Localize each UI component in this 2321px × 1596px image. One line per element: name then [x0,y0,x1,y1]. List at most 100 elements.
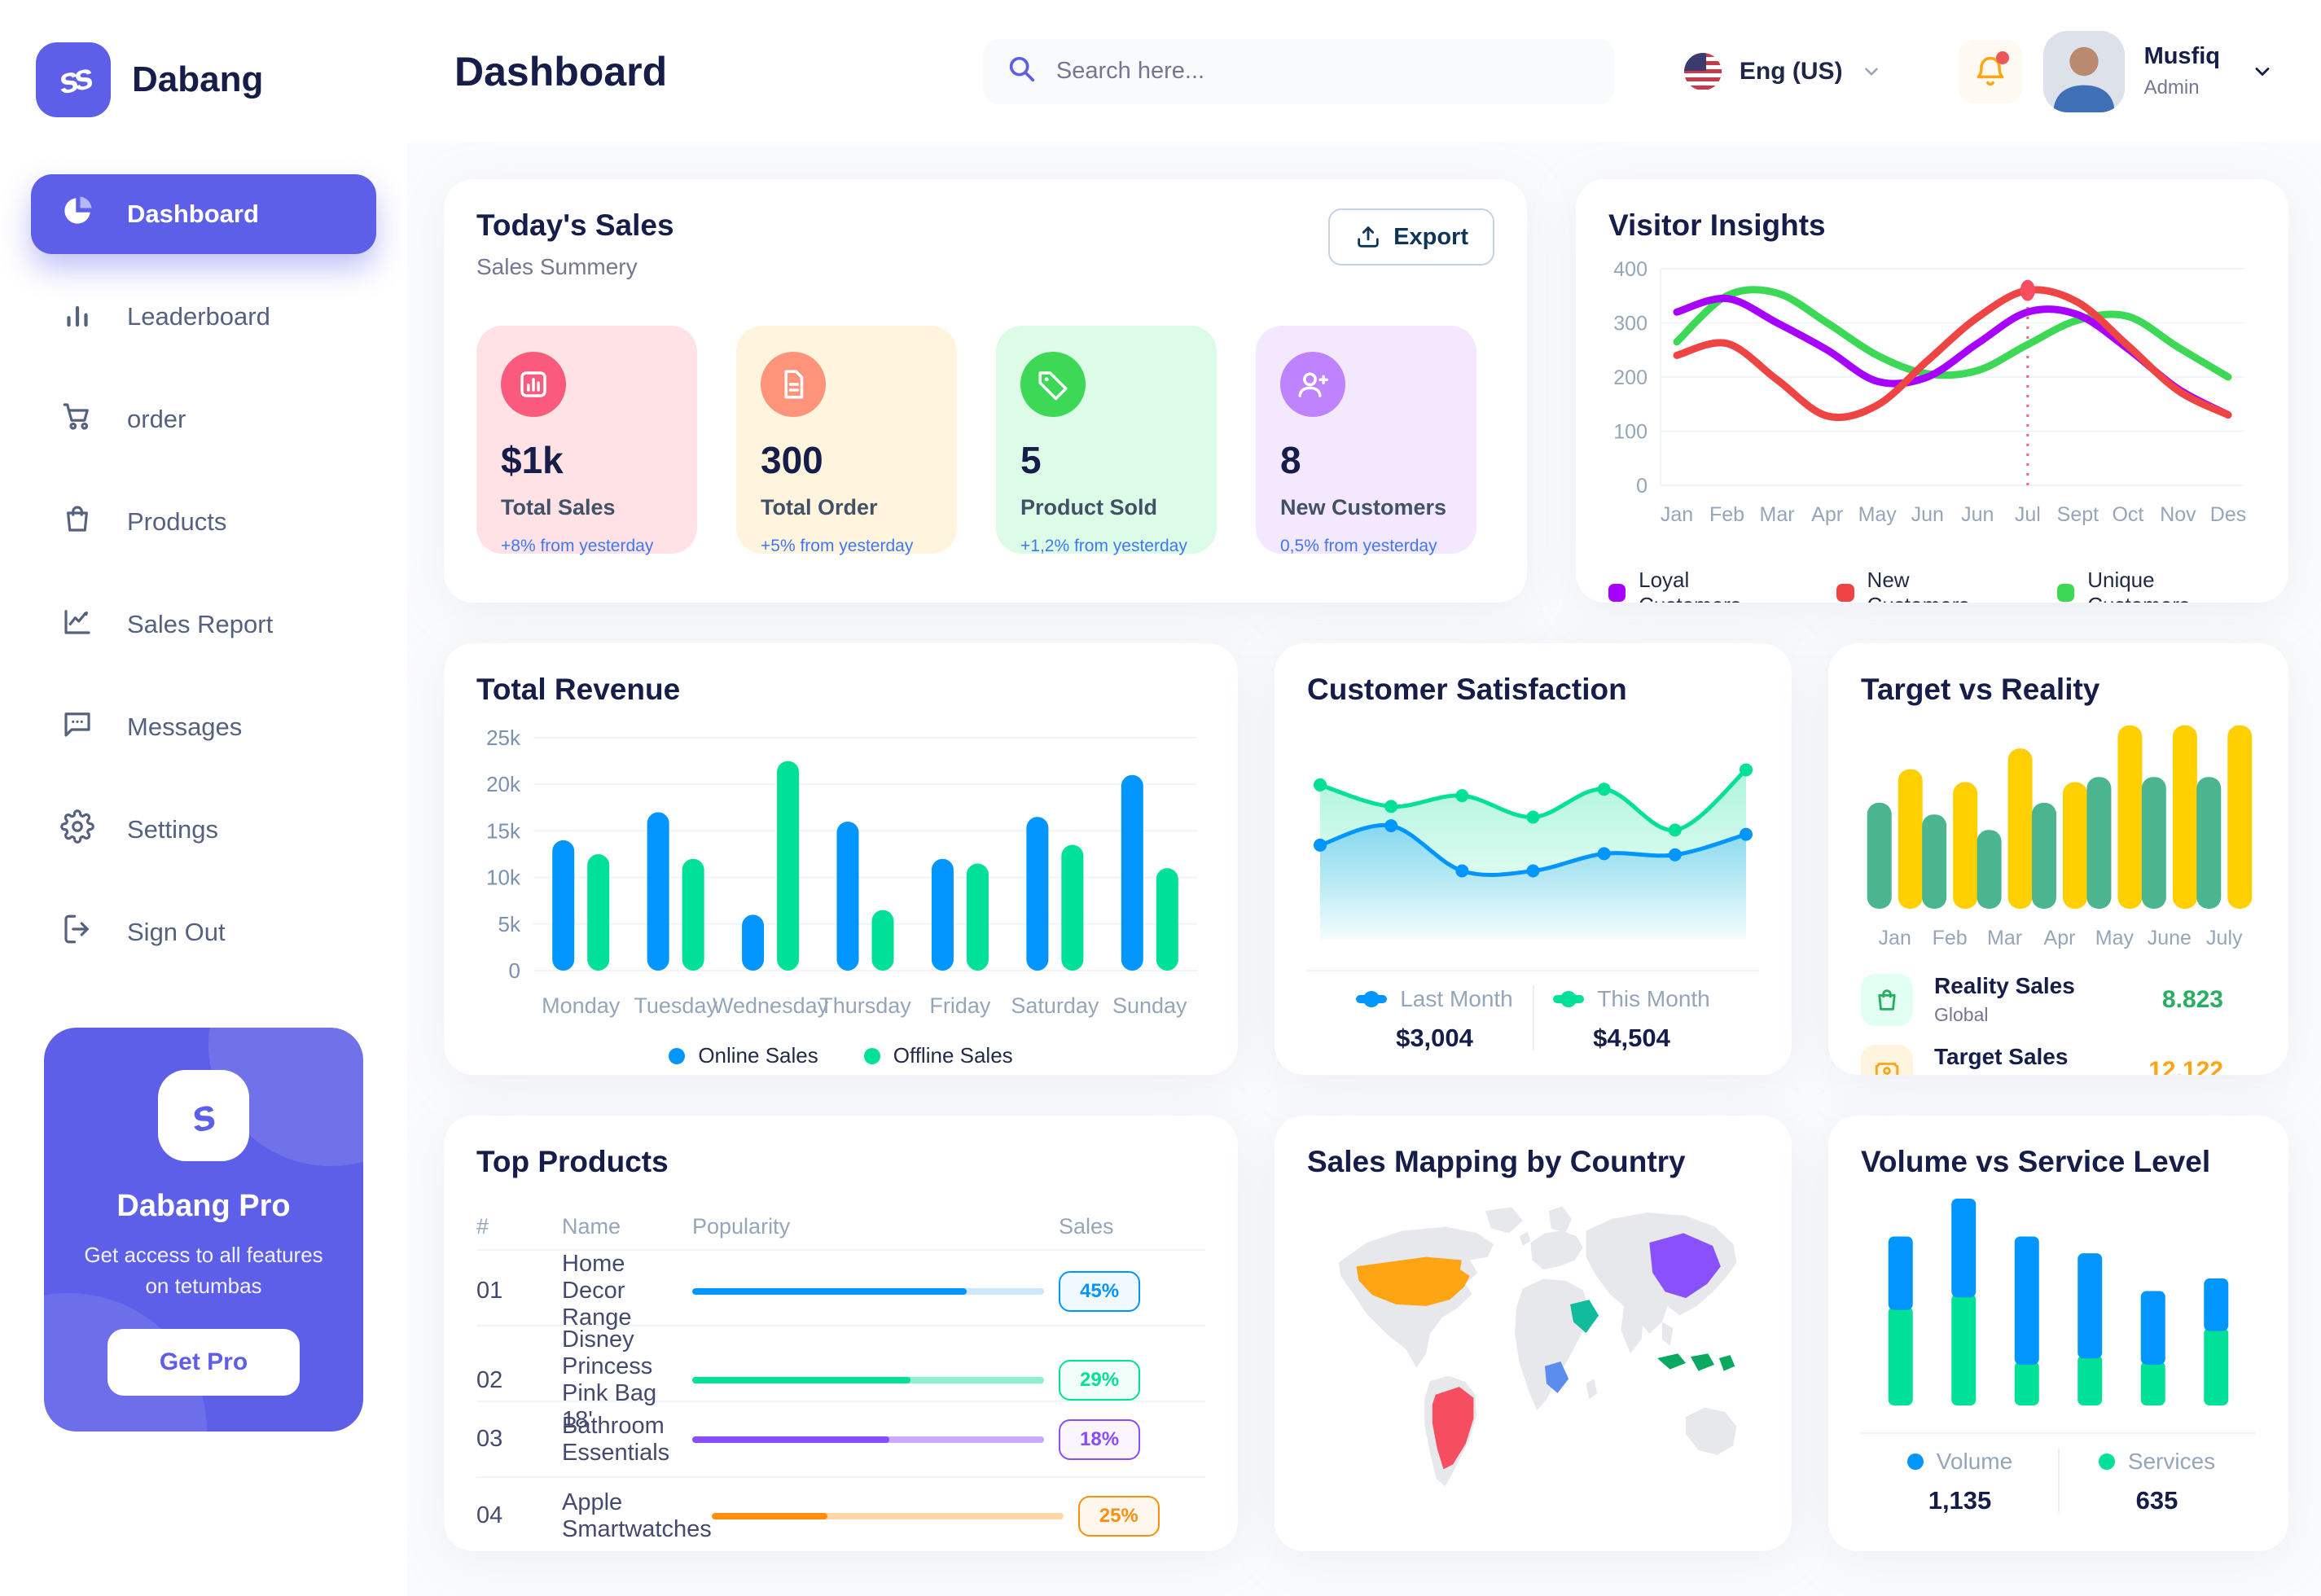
svg-text:Sept: Sept [2057,503,2099,526]
svg-text:Feb: Feb [1933,927,1968,949]
get-pro-button[interactable]: Get Pro [107,1329,301,1396]
country-usa[interactable] [1356,1256,1470,1306]
popularity-bar [711,1512,1064,1519]
stat-total-sales: $1k Total Sales +8% from yesterday [476,326,697,555]
svg-text:Mar: Mar [1987,927,2022,949]
chevron-down-icon [1864,67,1878,76]
search-box [982,38,1614,104]
todays-sales-title: Today's Sales [476,208,674,242]
svg-text:Sunday: Sunday [1112,993,1187,1018]
sidebar-item-dashboard[interactable]: Dashboard [31,174,376,254]
country-brazil[interactable] [1432,1387,1474,1470]
popularity-bar [692,1377,1044,1383]
svg-text:May: May [1858,503,1898,526]
total-revenue-card: Total Revenue 0 5k 10k 15k 20k 25k Monday Tuesd… [444,643,1238,1075]
volume-service-chart [1888,1199,2229,1405]
svg-text:July: July [2206,927,2243,949]
svg-text:Saturday: Saturday [1011,993,1099,1018]
sales-chart-icon [501,352,566,417]
us-flag-icon [1683,52,1722,90]
svg-text:Jan: Jan [1661,503,1693,526]
country-dr-congo[interactable] [1544,1361,1569,1393]
brand[interactable]: ss Dabang [31,42,376,117]
page-title: Dashboard [454,48,668,94]
svg-text:200: 200 [1613,366,1648,389]
sidebar-item-products[interactable]: Products [31,482,376,562]
target-vs-reality-chart: Jan Feb Mar Apr May June July [1867,725,2253,949]
sidebar-item-sign-out[interactable]: Sign Out [31,892,376,972]
line-chart-icon [60,604,94,645]
svg-text:Wednesday: Wednesday [713,993,829,1018]
user-name: Musfiq [2143,43,2220,69]
sales-mapping-title: Sales Mapping by Country [1307,1145,1686,1178]
content: Today's Sales Sales Summery Export [407,142,2321,1551]
tag-icon [1020,352,1086,417]
chat-icon [60,707,94,748]
sales-mapping-card: Sales Mapping by Country [1275,1116,1792,1551]
table-row[interactable]: 04 Apple Smartwatches 25% [476,1478,1205,1551]
language-switcher[interactable]: Eng (US) [1683,52,1882,90]
avatar [2042,30,2125,112]
sidebar-item-label: Sign Out [127,918,226,946]
table-row[interactable]: 03 Bathroom Essentials 18% [476,1402,1205,1478]
svg-text:Tuesday: Tuesday [634,993,717,1018]
legend-marker [1906,1454,1924,1470]
shopping-bag-icon [1861,973,1913,1026]
sidebar-item-leaderboard[interactable]: Leaderboard [31,277,376,357]
svg-text:Nov: Nov [2160,503,2196,526]
total-revenue-chart: 0 5k 10k 15k 20k 25k Monday TuesdayWednesdayThu… [486,726,1197,1018]
divider [1532,986,1534,1050]
svg-text:Oct: Oct [2112,503,2143,526]
legend-marker [2057,584,2075,602]
notifications-button[interactable] [1958,39,2022,103]
profile-menu[interactable]: Musfiq Admin [2042,30,2274,112]
table-row[interactable]: 01 Home Decor Range 45% [476,1251,1205,1331]
customer-satisfaction-legend: Last Month $3,004 This Month $4,504 [1307,986,1759,1053]
target-vs-reality-legend: Reality Sales Global 8.823 Target Sales [1861,973,2256,1075]
visitor-insights-chart: 400 300 200 100 0 Jan Feb Mar Apr May Jun Jun Jul Sep… [1613,258,2246,526]
country-china[interactable] [1649,1233,1721,1299]
svg-text:10k: 10k [486,866,521,890]
search-icon [1006,53,1038,90]
legend-marker [1553,995,1585,1003]
search-input[interactable] [1055,58,1591,85]
svg-text:300: 300 [1613,313,1648,335]
target-sales-row: Target Sales Commercial 12.122 [1861,1044,2256,1075]
stat-total-order: 300 Total Order +5% from yesterday [736,326,957,555]
sales-badge: 18% [1059,1418,1141,1460]
last-month-total: $3,004 [1396,1024,1473,1052]
pro-title: Dabang Pro [116,1189,291,1223]
sidebar-item-label: Sales Report [127,610,274,638]
sidebar-item-sales-report[interactable]: Sales Report [31,585,376,664]
user-plus-icon [1280,352,1345,417]
bell-icon [1977,56,2003,86]
volume-total: 1,135 [1928,1486,1992,1515]
stat-product-sold: 5 Product Sold +1,2% from yesterday [996,326,1217,555]
dabang-logo-icon: ss [36,42,111,117]
visitor-insights-legend: Loyal Customers New Customers Unique Cus… [1608,568,2256,603]
sidebar-item-label: order [127,405,186,433]
pie-chart-icon [60,194,94,235]
svg-text:Thursday: Thursday [819,993,911,1018]
export-button[interactable]: Export [1328,208,1494,265]
top-products-header: # Name Popularity Sales [476,1204,1205,1251]
legend-marker [669,1047,686,1064]
table-row[interactable]: 02 Disney Princess Pink Bag 18' 29% [476,1326,1205,1433]
notification-badge [1995,50,2009,64]
main-area: Dashboard Eng (US) Mu [407,0,2321,1596]
sidebar-item-settings[interactable]: Settings [31,790,376,870]
country-indonesia[interactable] [1657,1353,1735,1371]
svg-text:Apr: Apr [1811,503,1843,526]
divider [1307,970,1759,971]
sales-badge: 29% [1059,1360,1141,1401]
total-revenue-legend: Online Sales Offline Sales [476,1043,1205,1068]
reality-sales-value: 8.823 [2161,985,2223,1013]
svg-text:0: 0 [509,958,520,983]
svg-text:Des: Des [2210,503,2246,526]
sidebar-item-order[interactable]: order [31,379,376,459]
country-saudi-arabia[interactable] [1570,1300,1599,1333]
sidebar-item-label: Settings [127,815,219,844]
sidebar-item-messages[interactable]: Messages [31,687,376,767]
svg-text:Monday: Monday [542,993,621,1018]
